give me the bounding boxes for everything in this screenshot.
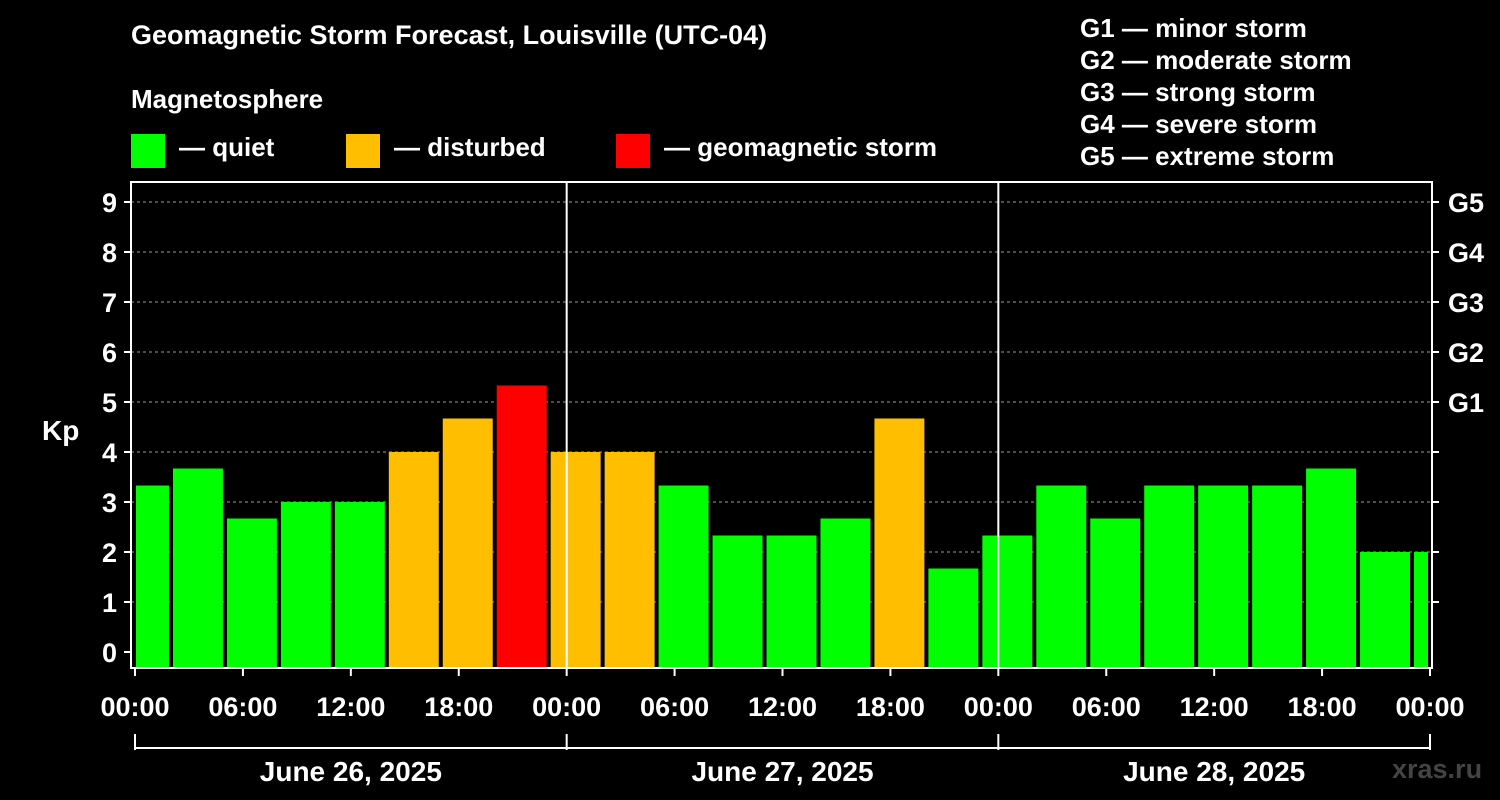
kp-bar	[604, 452, 655, 668]
kp-bar	[1036, 485, 1087, 668]
x-tick-label: 06:00	[640, 692, 709, 722]
kp-bar	[1144, 485, 1195, 668]
kp-bar	[550, 452, 601, 668]
storm-scale-g1: G1 — minor storm	[1080, 13, 1307, 43]
y-axis-label: Kp	[42, 415, 79, 446]
x-tick-label: 18:00	[424, 692, 493, 722]
kp-bar	[226, 518, 277, 668]
storm-scale-g2: G2 — moderate storm	[1080, 45, 1352, 75]
watermark: xras.ru	[1392, 754, 1483, 784]
kp-bar	[1306, 468, 1357, 668]
kp-bar	[658, 485, 709, 668]
kp-bar	[442, 418, 493, 668]
g-level-label: G4	[1448, 238, 1484, 268]
y-tick-label: 3	[102, 488, 117, 518]
x-tick-label: 00:00	[532, 692, 601, 722]
y-tick-label: 7	[102, 288, 117, 318]
chart-title: Geomagnetic Storm Forecast, Louisville (…	[131, 20, 768, 50]
g-level-label: G5	[1448, 188, 1484, 218]
legend-heading: Magnetosphere	[131, 84, 324, 114]
y-tick-label: 1	[102, 588, 117, 618]
date-label: June 27, 2025	[691, 756, 873, 787]
x-tick-label: 12:00	[316, 692, 385, 722]
g-level-label: G2	[1448, 338, 1484, 368]
legend-swatch-disturbed	[346, 134, 380, 168]
legend-swatch-quiet	[131, 134, 165, 168]
storm-scale-g4: G4 — severe storm	[1080, 109, 1318, 139]
legend-label-disturbed: — disturbed	[394, 131, 546, 162]
legend-label-quiet: — quiet	[179, 131, 275, 162]
legend-item-disturbed: — disturbed	[346, 131, 546, 168]
kp-bar	[712, 535, 763, 668]
date-label: June 28, 2025	[1123, 756, 1305, 787]
kp-bar	[928, 568, 979, 668]
kp-bar	[1360, 552, 1411, 668]
legend-swatch-storm	[616, 134, 650, 168]
x-tick-label: 18:00	[1288, 692, 1357, 722]
y-tick-label: 0	[102, 638, 117, 668]
legend-item-quiet: — quiet	[131, 131, 275, 168]
kp-bar	[172, 468, 223, 668]
date-label: June 26, 2025	[260, 756, 442, 787]
storm-scale-g5: G5 — extreme storm	[1080, 141, 1335, 171]
x-tick-label: 00:00	[100, 692, 169, 722]
y-tick-label: 5	[102, 388, 117, 418]
legend-item-storm: — geomagnetic storm	[616, 131, 938, 168]
kp-bar	[1252, 485, 1303, 668]
x-tick-label: 00:00	[964, 692, 1033, 722]
legend-label-storm: — geomagnetic storm	[664, 131, 938, 162]
kp-bar	[136, 485, 169, 668]
g-level-label: G1	[1448, 388, 1484, 418]
g-level-label: G3	[1448, 288, 1484, 318]
x-tick-label: 12:00	[1180, 692, 1249, 722]
x-tick-label: 06:00	[208, 692, 277, 722]
y-tick-label: 4	[102, 438, 117, 468]
kp-bar	[874, 418, 925, 668]
kp-bar	[1198, 485, 1249, 668]
x-tick-label: 06:00	[1072, 692, 1141, 722]
kp-bar	[1414, 552, 1428, 668]
y-tick-label: 2	[102, 538, 117, 568]
kp-bar	[496, 385, 547, 668]
kp-bar	[1090, 518, 1141, 668]
y-tick-label: 9	[102, 188, 117, 218]
x-tick-label: 12:00	[748, 692, 817, 722]
kp-bar	[820, 518, 871, 668]
x-tick-label: 00:00	[1395, 692, 1464, 722]
kp-bar	[982, 535, 1033, 668]
kp-bar	[334, 502, 385, 668]
y-tick-label: 6	[102, 338, 117, 368]
storm-scale-list: G1 — minor storm G2 — moderate storm G3 …	[1080, 12, 1352, 172]
storm-scale-g3: G3 — strong storm	[1080, 77, 1316, 107]
kp-bar	[388, 452, 439, 668]
x-tick-label: 18:00	[856, 692, 925, 722]
y-tick-label: 8	[102, 238, 117, 268]
kp-bar	[280, 502, 331, 668]
kp-bar	[766, 535, 817, 668]
